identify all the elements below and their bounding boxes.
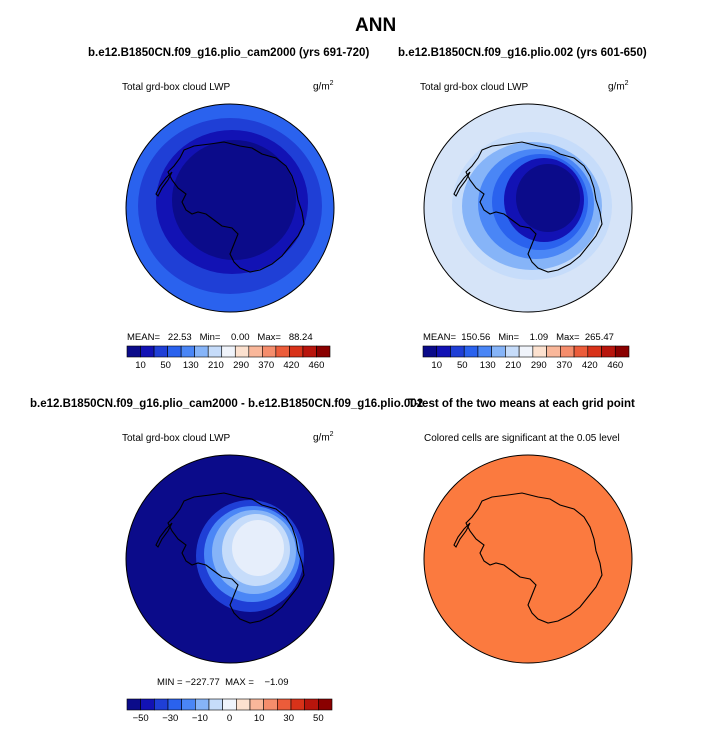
colorbar-swatch: [249, 698, 264, 711]
colorbar-swatch: [180, 345, 195, 358]
colorbar-swatch: [236, 698, 251, 711]
colorbar-swatch: [560, 345, 575, 358]
colorbar-swatch: [463, 345, 479, 358]
colorbar2: [422, 345, 630, 358]
colorbar-swatch: [207, 345, 223, 358]
panel1-run-title: b.e12.B1850CN.f09_g16.plio_cam2000 (yrs …: [88, 47, 370, 59]
panel1-variable-label: Total grd-box cloud LWP: [122, 82, 231, 93]
colorbar-swatch: [422, 345, 438, 358]
panel2-variable-label: Total grd-box cloud LWP: [420, 82, 529, 93]
colorbar-tick-label: −30: [162, 713, 179, 724]
panel2-units: g/m2: [608, 80, 629, 93]
colorbar-swatch: [248, 345, 263, 358]
colorbar-tick-label: 290: [530, 360, 547, 371]
colorbar-tick-label: 10: [431, 360, 442, 371]
colorbar-tick-label: 210: [207, 360, 224, 371]
colorbar-swatch: [262, 345, 277, 358]
colorbar-swatch: [140, 698, 155, 711]
colorbar-tick-label: 50: [456, 360, 468, 371]
colorbar-swatch: [126, 345, 141, 358]
colorbar-swatch: [234, 345, 250, 358]
panel4-map: [423, 454, 633, 664]
colorbar-swatch: [140, 345, 155, 358]
colorbar-swatch: [208, 698, 223, 711]
colorbar-tick-label: 130: [182, 360, 199, 371]
colorbar-swatch: [194, 345, 209, 358]
colorbar-tick-label: −10: [191, 713, 208, 724]
colorbar-swatch: [477, 345, 492, 358]
colorbar-tick-label: 130: [479, 360, 496, 371]
colorbar-tick-label: 10: [253, 713, 265, 724]
colorbar-swatch: [154, 698, 169, 711]
colorbar-swatch: [126, 698, 141, 711]
colorbar-swatch: [289, 345, 304, 358]
colorbar-tick-label: 460: [607, 360, 624, 371]
colorbar-tick-label: 210: [505, 360, 522, 371]
panel4-border: [423, 454, 633, 664]
colorbar-tick-label: 460: [308, 360, 325, 371]
colorbar-swatch: [167, 698, 182, 711]
colorbar-swatch: [518, 345, 534, 358]
colorbar1: [126, 345, 331, 358]
colorbar-tick-label: 290: [233, 360, 249, 371]
colorbar-swatch: [222, 698, 237, 711]
colorbar-swatch: [153, 345, 168, 358]
panel3-units: g/m2: [313, 431, 334, 444]
colorbar-swatch: [277, 698, 292, 711]
colorbar-swatch: [167, 345, 182, 358]
colorbar-swatch: [181, 698, 196, 711]
colorbar-swatch: [221, 345, 236, 358]
colorbar-swatch: [290, 698, 305, 711]
colorbar-swatch: [318, 698, 333, 711]
colorbar-tick-label: 50: [160, 360, 171, 371]
panel3-run-title: b.e12.B1850CN.f09_g16.plio_cam2000 - b.e…: [30, 398, 424, 410]
colorbar-tick-label: 0: [226, 713, 233, 724]
colorbar-tick-label: 370: [556, 360, 573, 371]
colorbar-tick-label: 420: [283, 360, 300, 371]
colorbar-swatch: [573, 345, 589, 358]
panel2-stats: MEAN= 150.56 Min= 1.09 Max= 265.47: [423, 332, 614, 343]
colorbar-tick-label: 50: [313, 713, 324, 724]
colorbar-swatch: [505, 345, 520, 358]
colorbar-swatch: [436, 345, 451, 358]
colorbar-swatch: [614, 345, 630, 358]
panel1-stats: MEAN= 22.53 Min= 0.00 Max= 88.24: [127, 332, 313, 343]
figure-title: ANN: [355, 15, 397, 36]
colorbar-tick-label: 10: [135, 360, 146, 371]
panel1-units: g/m2: [313, 80, 334, 93]
colorbar-swatch: [546, 345, 561, 358]
colorbar-tick-label: 30: [283, 713, 294, 724]
colorbar-swatch: [275, 345, 290, 358]
colorbar-tick-label: 420: [581, 360, 598, 371]
panel1-border: [125, 103, 335, 313]
colorbar-swatch: [601, 345, 616, 358]
colorbar-swatch: [450, 345, 465, 358]
colorbar-swatch: [316, 345, 331, 358]
panel3-border: [125, 454, 335, 664]
panel2-run-title: b.e12.B1850CN.f09_g16.plio.002 (yrs 601-…: [398, 47, 647, 59]
panel2-border: [423, 103, 633, 313]
panel2-map: [423, 103, 633, 313]
colorbar-tick-label: −50: [132, 713, 149, 724]
colorbar-swatch: [195, 698, 210, 711]
colorbar-swatch: [491, 345, 506, 358]
panel4-run-title: T-test of the two means at each grid poi…: [408, 398, 635, 410]
colorbar3: [126, 698, 333, 711]
colorbar-tick-label: 370: [258, 360, 275, 371]
colorbar-swatch: [263, 698, 278, 711]
colorbar-swatch: [587, 345, 602, 358]
colorbar-swatch: [302, 345, 317, 358]
colorbar-swatch: [532, 345, 547, 358]
panel3-variable-label: Total grd-box cloud LWP: [122, 433, 231, 444]
panel3-map: [125, 454, 335, 664]
panel3-stats: MIN = −227.77 MAX = −1.09: [157, 677, 289, 688]
panel1-map: [125, 103, 335, 313]
panel4-variable-label: Colored cells are significant at the 0.0…: [424, 433, 620, 444]
colorbar-swatch: [304, 698, 319, 711]
